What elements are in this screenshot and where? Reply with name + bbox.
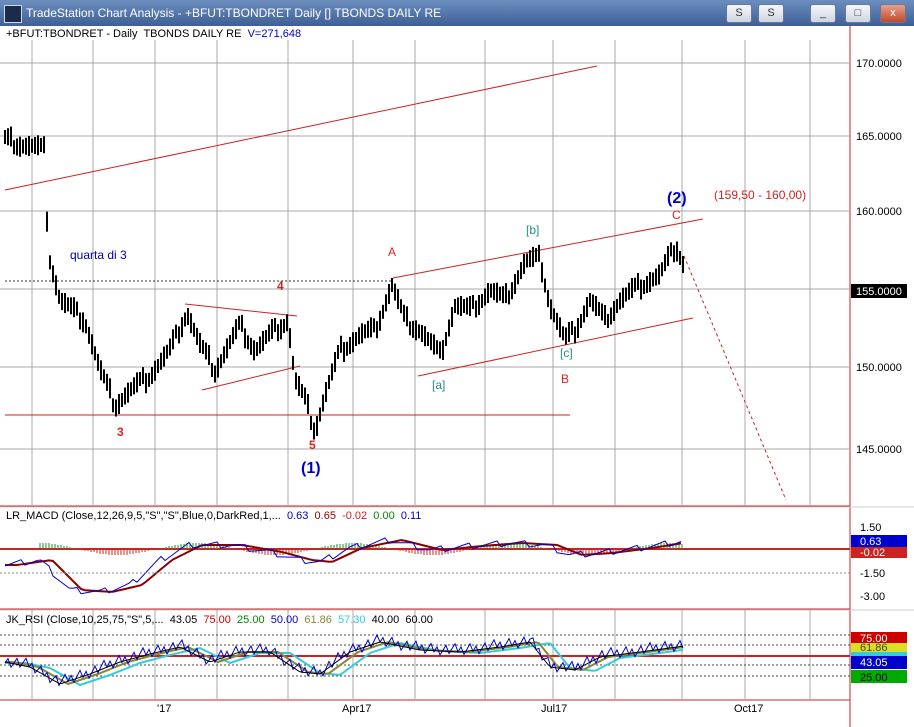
svg-text:1.50: 1.50 [860,522,881,534]
svg-text:'17: '17 [157,703,171,715]
chart-header: +BFUT:TBONDRET - Daily TBONDS DAILY RE V… [6,28,301,40]
rsi-axis: 75.00 61.86 43.05 25.00 [851,632,907,684]
sub-wave-b-label: [b] [526,223,539,237]
svg-text:25.00: 25.00 [860,672,888,684]
price-tick: 170.0000 [856,58,902,70]
wave-a-label: A [388,245,396,259]
maximize-button[interactable]: □ [845,4,871,23]
time-axis: '17 Apr17 Jul17 Oct17 [157,703,763,715]
window-title-bar: TradeStation Chart Analysis - +BFUT:TBON… [0,0,914,26]
svg-text:Apr17: Apr17 [342,703,371,715]
target-range-label: (159,50 - 160,00) [714,188,806,202]
macd-header: LR_MACD (Close,12,26,9,5,"S","S",Blue,0,… [6,510,422,522]
chart-area[interactable]: 170.0000 165.0000 160.0000 150.0000 145.… [0,26,914,727]
price-tick: 145.0000 [856,444,902,456]
wave-3-label: 3 [117,425,124,439]
price-axis: 170.0000 165.0000 160.0000 150.0000 145.… [851,58,907,456]
svg-text:Oct17: Oct17 [734,703,763,715]
price-tick: 150.0000 [856,362,902,374]
projection-line [683,255,787,501]
sub-wave-c-label: [c] [560,346,573,360]
price-tick: 160.0000 [856,206,902,218]
wave-4-label: 4 [277,279,284,293]
upper-channel-line [4,65,598,191]
macd-value-marker: 0.63 [860,536,881,548]
price-tick: 165.0000 [856,131,902,143]
triangle-lower-line [201,365,301,391]
channel-bottom-line [417,317,694,377]
macd-axis: 1.50 -1.50 -3.00 0.63 -0.02 [851,522,907,603]
svg-text:-1.50: -1.50 [860,568,885,580]
triangle-upper-line [184,303,298,317]
window-title: TradeStation Chart Analysis - +BFUT:TBON… [26,6,442,20]
chart-canvas[interactable]: 170.0000 165.0000 160.0000 150.0000 145.… [0,26,914,727]
price-bars [4,126,684,440]
rsi-header: JK_RSI (Close,10,25,75,"S",5,... 43.05 7… [6,614,433,626]
chart-symbol: +BFUT:TBONDRET - Daily [6,28,138,40]
wave-annotations: quarta di 3 3 4 5 (1) A [a] [b] [c] B C … [70,188,806,477]
svg-text:75.00: 75.00 [860,633,888,645]
last-price-label: 155.0000 [856,286,902,298]
macd-label: LR_MACD (Close,12,26,9,5,"S","S",Blue,0,… [6,510,281,522]
sub-wave-a-label: [a] [432,378,445,392]
quarta-label: quarta di 3 [70,248,127,262]
rsi-panel [0,633,850,687]
window-s1-button[interactable]: S [726,4,752,23]
rsi-label: JK_RSI (Close,10,25,75,"S",5,... [6,614,164,626]
macd-signal-marker: -0.02 [860,547,885,559]
window-s2-button[interactable]: S [758,4,784,23]
app-icon [4,5,22,23]
chart-volume: V=271,648 [247,28,302,40]
macd-panel [0,537,850,595]
minimize-button[interactable]: _ [810,4,836,23]
close-button[interactable]: x [880,4,906,23]
svg-text:Jul17: Jul17 [541,703,567,715]
svg-text:-3.00: -3.00 [860,591,885,603]
wave-b-label: B [561,372,569,386]
svg-text:43.05: 43.05 [860,657,888,669]
svg-text:61.86: 61.86 [860,642,888,654]
wave-2-label: (2) [667,190,687,207]
wave-5-label: 5 [309,438,316,452]
price-grid [0,40,850,700]
chart-frame [0,26,914,727]
chart-name: TBONDS DAILY RE [143,28,242,40]
wave-1-label: (1) [301,460,321,477]
trendlines [4,65,787,501]
channel-top-line [392,218,704,279]
wave-c-label: C [672,208,681,222]
